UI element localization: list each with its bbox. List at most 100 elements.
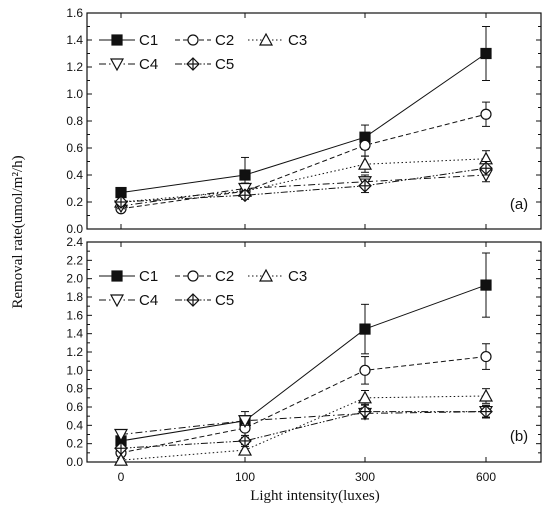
panel-b-series-c2 [115, 343, 492, 459]
x-tick-label: 100 [235, 470, 255, 484]
panel-a-data-point-c1 [239, 169, 251, 181]
panel-a-legend-label: C1 [139, 32, 158, 49]
panel-b-legend-label: C2 [215, 268, 234, 285]
panel-b-series-line-c5 [120, 411, 486, 449]
panel-b-legend-item-c3: C3 [248, 268, 307, 285]
panel-b-panel-tag: (b) [510, 428, 528, 445]
x-tick-label: 600 [476, 470, 496, 484]
panel-a-series-c3 [113, 150, 494, 208]
panel-a-series-line-c5 [120, 167, 487, 203]
panel-b-legend-item-c4: C4 [99, 292, 158, 309]
panel-a-legend-item-c3: C3 [248, 32, 307, 49]
panel-b-legend-marker [111, 270, 123, 282]
panel-b-legend-item-c5: C5 [175, 292, 234, 309]
panel-b-series-c4 [113, 405, 494, 442]
panel-b-legend-marker [186, 293, 200, 307]
panel-a-legend-marker [258, 32, 274, 46]
panel-a-data-point-c2 [359, 139, 371, 151]
panel-b-data-point-c2 [359, 364, 371, 376]
panel-a-ytick-label: 1.6 [66, 6, 83, 20]
panel-b-ytick-label: 2.0 [66, 272, 83, 286]
panel-b-data-point-c2 [480, 350, 492, 363]
panel-a-data-point-c2 [480, 108, 492, 120]
panel-b-data-point-c3 [113, 452, 129, 466]
panel-b-ytick-label: 1.4 [66, 327, 83, 341]
panel-b-ytick-label: 0.2 [66, 437, 83, 451]
x-axis-label: Light intensity(luxes) [250, 488, 380, 504]
panel-a-ytick-label: 1.4 [66, 33, 83, 47]
panel-a-data-point-c3 [357, 156, 373, 170]
panel-b-series-c5 [114, 403, 493, 456]
panel-a-ytick-label: 0.8 [66, 114, 83, 128]
panel-b-data-point-c4 [237, 415, 253, 429]
panel-a-data-point-c1 [480, 47, 492, 60]
panel-a-data-point-c5 [238, 188, 252, 203]
panel-b-data-point-c3 [237, 442, 253, 456]
panel-b-legend-label: C3 [288, 268, 307, 285]
panel-b-data-point-c1 [359, 323, 371, 335]
panel-a-series-c5 [114, 161, 493, 209]
x-tick-label: 0 [118, 470, 125, 484]
panel-b-series-line-c1 [120, 284, 487, 442]
panel-b-data-point-c1 [480, 279, 492, 291]
panel-a-legend-item-c5: C5 [175, 56, 234, 73]
panel-a-legend-item-c2: C2 [175, 32, 234, 49]
panel-b-ytick-label: 0.4 [66, 418, 83, 432]
panel-b-ytick-label: 0.8 [66, 382, 83, 396]
x-tick-label: 300 [355, 470, 375, 484]
panel-a-series-line-c3 [120, 158, 487, 203]
panel-b-ytick-label: 2.4 [66, 235, 83, 249]
panel-a-legend-marker [109, 58, 125, 72]
panel-a-data-point-c5 [358, 178, 372, 193]
panel-b-series-line-c4 [120, 411, 487, 435]
panel-b-data-point-c3 [478, 388, 494, 402]
panel-b-chart: 0.0 0.2 0.4 0.6 0.8 1.0 1.2 1.4 1.6 1.8 2.0 2.2 2.4 0… [66, 235, 542, 484]
panel-b-legend-label: C1 [139, 268, 158, 285]
panel-b-data-point-c5 [479, 404, 493, 419]
y-axis-label: Removal rate(umol/m²/h) [10, 155, 26, 308]
panel-a-ytick-label: 1.2 [66, 60, 83, 74]
panel-a-series-line-c2 [120, 113, 487, 210]
panel-a-series-c1 [115, 26, 492, 199]
panel-b-data-point-c3 [357, 390, 373, 404]
panel-b-data-point-c5 [358, 404, 372, 419]
panel-b-legend-marker [109, 294, 125, 308]
panel-a-panel-tag: (a) [510, 196, 528, 213]
panel-b-legend-item-c2: C2 [175, 268, 234, 285]
panel-a-legend-item-c1: C1 [99, 32, 158, 49]
panel-a-data-point-c5 [114, 195, 128, 209]
panel-a-legend-item-c4: C4 [99, 56, 158, 73]
panel-b-ytick-label: 1.2 [66, 345, 83, 359]
panel-b-ytick-label: 2.2 [66, 253, 83, 267]
panel-b-series-line-c2 [120, 356, 487, 454]
panel-b-legend-marker [258, 268, 274, 282]
panel-a-series-c2 [115, 101, 492, 215]
panel-a-legend-marker [111, 34, 123, 46]
panel-a-ytick-label: 1.0 [66, 87, 83, 101]
panel-a-ytick-label: 0.6 [66, 141, 83, 155]
panel-a-legend-marker [187, 34, 199, 46]
panel-a-legend-label: C5 [215, 56, 234, 73]
panel-b-legend-item-c1: C1 [99, 268, 158, 285]
panel-a-legend-marker [186, 57, 200, 71]
panel-b-ytick-label: 1.0 [66, 363, 83, 377]
panel-a-series-line-c1 [120, 53, 487, 194]
panel-b-series-line-c3 [120, 395, 487, 461]
panel-b-ytick-label: 0.6 [66, 400, 83, 414]
panel-a-legend-label: C4 [139, 56, 158, 73]
panel-b-data-point-c4 [113, 428, 129, 442]
panel-b-data-point-c5 [114, 441, 128, 456]
panel-a-legend-label: C3 [288, 32, 307, 49]
panel-a-chart: 0.0 0.2 0.4 0.6 0.8 1.0 1.2 1.4 1.6 C1 C2 C3 C4 C5 (a) [66, 6, 542, 236]
panel-b-ytick-label: 1.8 [66, 290, 83, 304]
panel-b-legend-label: C5 [215, 292, 234, 309]
panel-a-ytick-label: 0.4 [66, 168, 83, 182]
panel-a-ytick-label: 0.2 [66, 195, 83, 209]
panel-b-series-c3 [113, 388, 494, 466]
panel-b-legend-label: C4 [139, 292, 158, 309]
panel-b-ytick-label: 0.0 [66, 455, 83, 469]
panel-a-data-point-c5 [479, 161, 493, 176]
panel-a-ytick-label: 0.0 [66, 222, 83, 236]
panel-b-legend-marker [187, 270, 199, 282]
